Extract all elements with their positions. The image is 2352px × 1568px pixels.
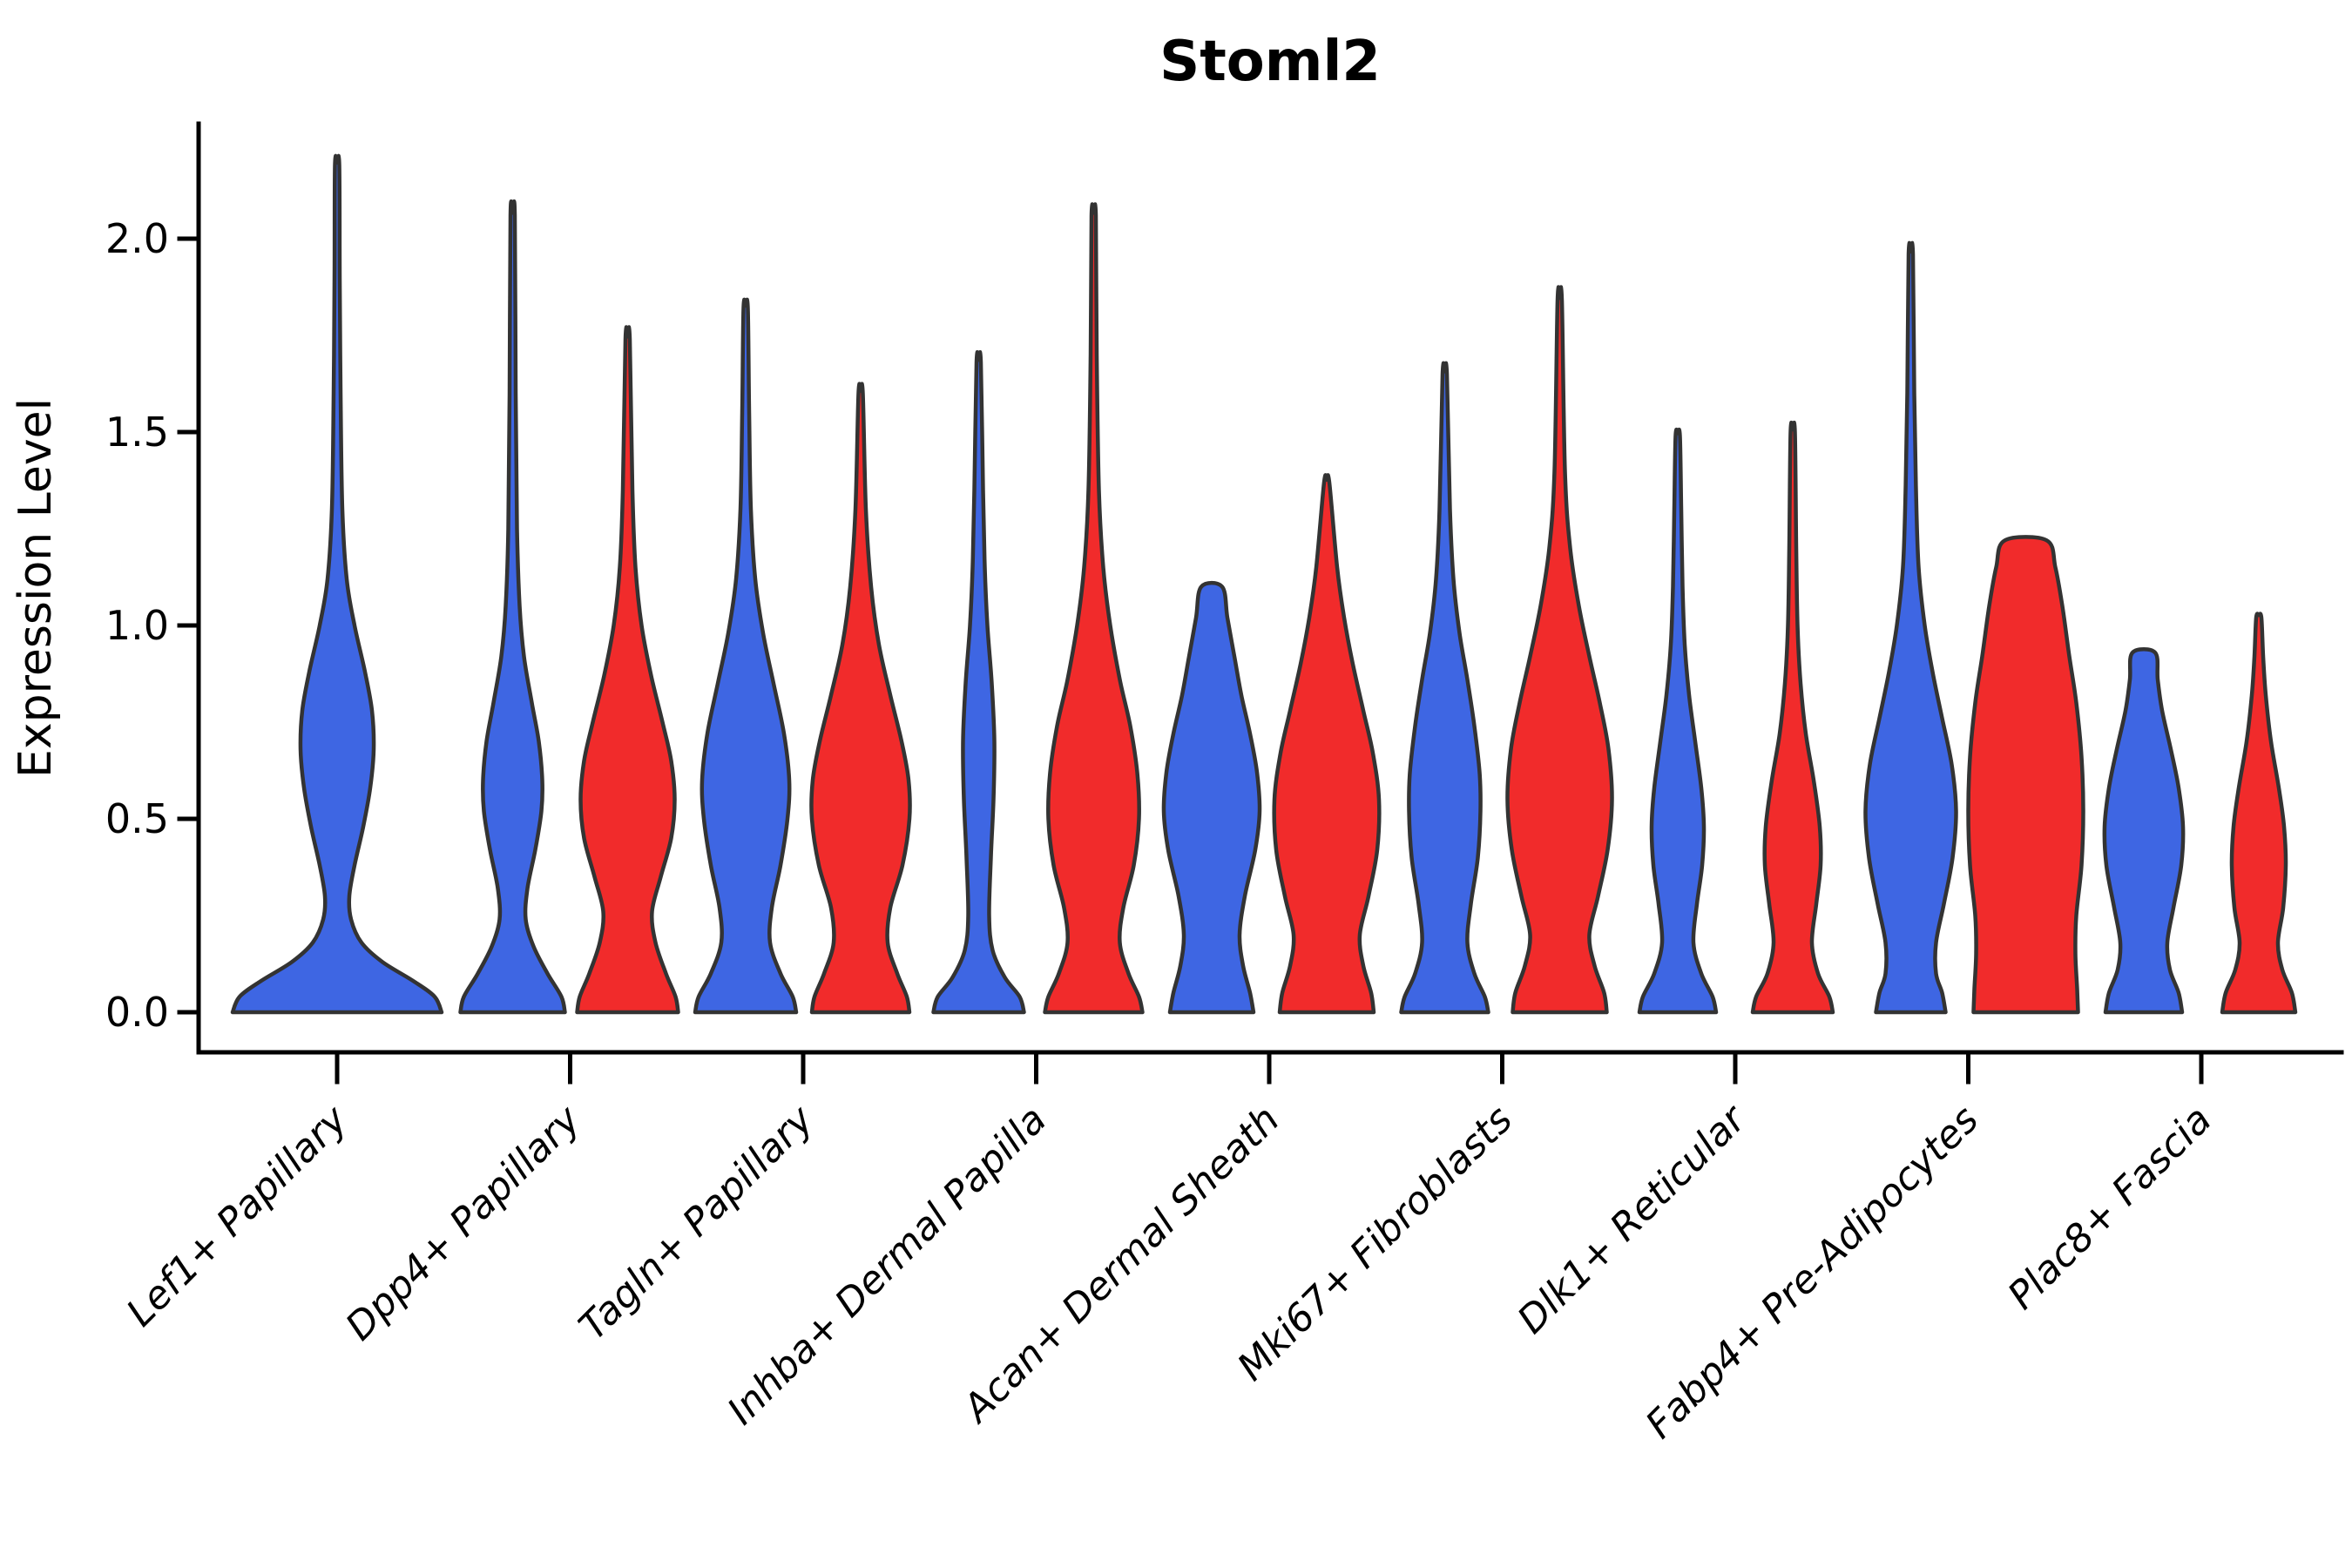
- violin-inhba-dermal-papilla-right: [1043, 202, 1145, 1015]
- y-tick-label: 0.5: [105, 795, 169, 842]
- violin-inhba-dermal-papilla-left: [931, 349, 1026, 1015]
- axes-layer: [177, 121, 2344, 1085]
- y-axis-label: Expression Level: [10, 398, 62, 778]
- violin-acan-dermal-sheath-left: [1161, 580, 1262, 1015]
- violin-tagln-papillary-right: [809, 382, 912, 1015]
- x-tick-label-dlk1-reticular: Dlk1+ Reticular: [1509, 1096, 1755, 1342]
- y-tick-label: 2.0: [105, 215, 169, 262]
- x-tick-label-tagln-papillary: Tagln+ Papillary: [571, 1097, 822, 1348]
- y-tick-label: 1.0: [105, 602, 169, 649]
- violin-acan-dermal-sheath-right: [1272, 473, 1382, 1015]
- y-tick-label: 0.0: [105, 989, 169, 1036]
- violin-dlk1-reticular-left: [1637, 427, 1719, 1015]
- violin-dlk1-reticular-right: [1750, 420, 1835, 1015]
- violin-fabp4-pre-adipocytes-right: [1966, 535, 2085, 1015]
- x-tick-label-lef1-papillary: Lef1+ Papillary: [118, 1097, 357, 1335]
- violin-lef1-papillary-single: [230, 153, 444, 1015]
- violin-fabp4-pre-adipocytes-left: [1863, 240, 1958, 1015]
- chart-title: Stoml2: [1159, 30, 1381, 94]
- violins-layer: [230, 153, 2298, 1015]
- y-tick-label: 1.5: [105, 409, 169, 456]
- violin-mki67-fibroblasts-right: [1505, 285, 1614, 1015]
- violin-plac8-fascia-right: [2220, 612, 2298, 1015]
- violin-dpp4-papillary-left: [458, 199, 567, 1015]
- x-tick-label-dpp4-papillary: Dpp4+ Papillary: [337, 1097, 590, 1349]
- violin-tagln-papillary-left: [693, 297, 799, 1015]
- violin-plac8-fascia-left: [2102, 646, 2186, 1015]
- violin-dpp4-papillary-right: [575, 325, 680, 1015]
- x-tick-label-plac8-fascia: Plac8+ Fascia: [1999, 1098, 2220, 1318]
- violin-mki67-fibroblasts-left: [1399, 361, 1490, 1015]
